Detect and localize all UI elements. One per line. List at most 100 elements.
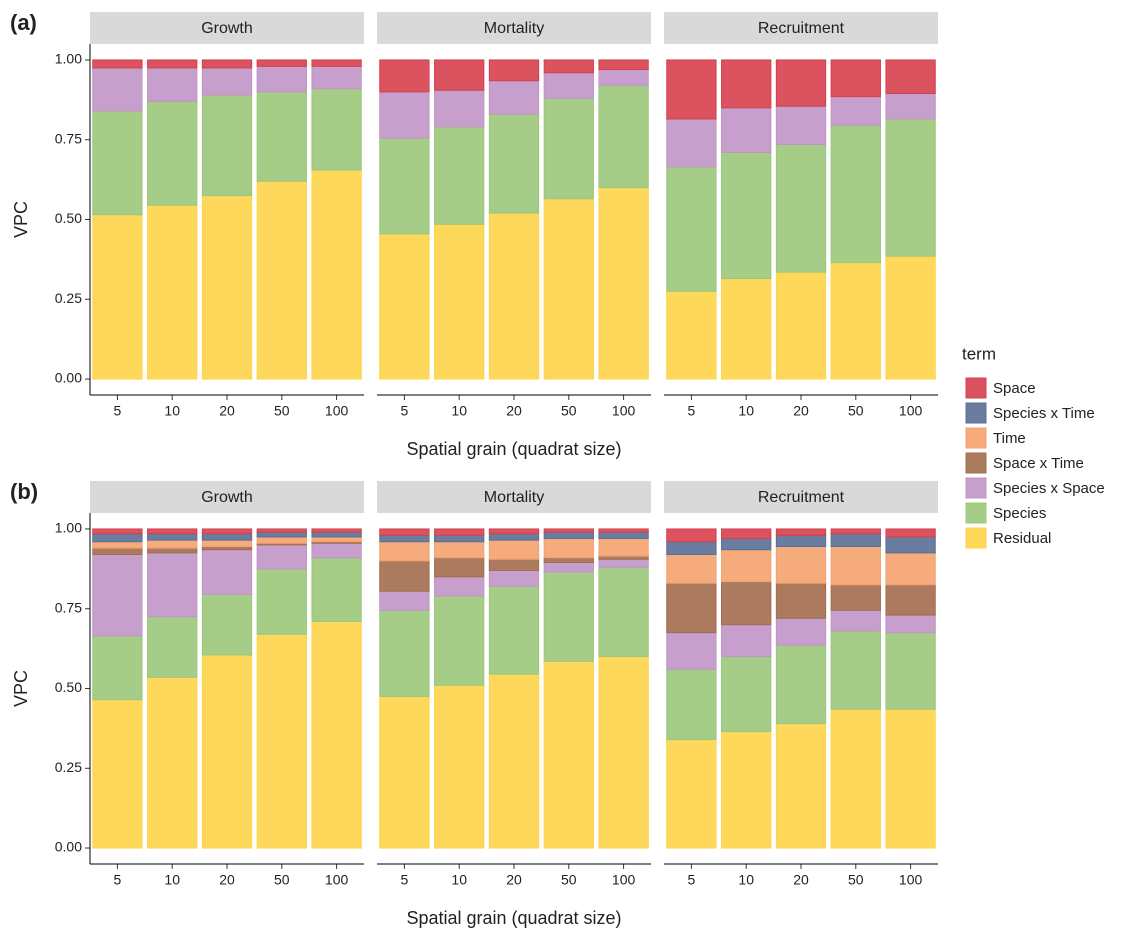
y-axis-title: VPC	[11, 201, 31, 238]
bar-segment	[488, 113, 540, 214]
bar-segment	[201, 59, 253, 69]
x-tick-label: 50	[274, 403, 290, 419]
facet-strip	[90, 481, 364, 513]
bar-segment	[379, 59, 430, 93]
x-tick-label: 50	[848, 403, 864, 419]
bar-segment	[311, 542, 362, 559]
y-tick-label: 0.25	[55, 290, 82, 306]
bar-segment	[147, 533, 198, 541]
bar-segment	[311, 65, 362, 90]
bar-segment	[885, 528, 936, 538]
bar-segment	[885, 92, 936, 120]
bar-segment	[92, 553, 143, 637]
facet-title: Mortality	[484, 489, 544, 506]
bar-segment	[775, 59, 827, 107]
bar-segment	[543, 557, 594, 563]
bar-segment	[721, 151, 772, 280]
bar-segment	[92, 214, 143, 380]
bar-segment	[311, 88, 362, 171]
facet-title: Mortality	[484, 20, 544, 37]
bar-segment	[885, 59, 936, 94]
bar-segment	[885, 118, 936, 257]
x-tick-label: 100	[612, 872, 636, 888]
facet-title: Growth	[201, 489, 253, 506]
x-tick-label: 10	[164, 872, 180, 888]
legend-title: term	[962, 344, 996, 363]
bar-segment	[830, 546, 881, 586]
x-axis-title: Spatial grain (quadrat size)	[406, 439, 621, 459]
bar-segment	[721, 538, 772, 551]
y-tick-label: 0.00	[55, 839, 82, 855]
y-tick-label: 1.00	[55, 51, 82, 67]
bar-segment	[830, 708, 881, 849]
x-tick-label: 50	[848, 872, 864, 888]
bar-segment	[775, 271, 827, 380]
bar-segment	[666, 541, 717, 555]
bar-segment	[598, 538, 649, 557]
bar-segment	[379, 137, 430, 235]
facet-title: Recruitment	[758, 489, 845, 506]
legend-label: Residual	[993, 530, 1051, 547]
y-tick-label: 0.25	[55, 759, 82, 775]
bar-segment	[92, 635, 143, 701]
bar-segment	[147, 204, 198, 380]
bar-segment	[434, 684, 485, 849]
panel-label: (a)	[10, 10, 37, 35]
bar-segment	[92, 528, 143, 535]
bar-segment	[379, 534, 430, 543]
bar-segment	[488, 539, 540, 560]
bar-segment	[666, 118, 717, 168]
bar-segment	[830, 124, 881, 264]
bar-segment	[885, 536, 936, 554]
bar-segment	[379, 590, 430, 611]
bar-segment	[201, 528, 253, 535]
bar-segment	[92, 547, 143, 555]
x-tick-label: 5	[114, 403, 122, 419]
legend-key	[965, 502, 987, 524]
legend-label: Space	[993, 380, 1036, 397]
bar-segment	[434, 595, 485, 686]
bar-segment	[92, 59, 143, 69]
legend-label: Species x Time	[993, 405, 1095, 422]
bar-segment	[201, 533, 253, 541]
bar-segment	[721, 107, 772, 153]
legend-label: Species	[993, 505, 1046, 522]
bar-segment	[379, 609, 430, 697]
bar-segment	[666, 59, 717, 120]
x-tick-label: 5	[688, 403, 696, 419]
bar-segment	[543, 198, 594, 380]
bar-segment	[311, 620, 362, 849]
bar-segment	[379, 541, 430, 562]
x-tick-label: 20	[506, 403, 522, 419]
bar-segment	[201, 549, 253, 595]
bar-segment	[147, 59, 198, 69]
bar-segment	[775, 528, 827, 536]
bar-segment	[201, 67, 253, 96]
bar-segment	[201, 195, 253, 380]
x-tick-label: 100	[612, 403, 636, 419]
legend-key	[965, 402, 987, 424]
bar-segment	[543, 571, 594, 662]
bar-segment	[434, 528, 485, 536]
bar-segment	[488, 533, 540, 541]
bar-segment	[830, 262, 881, 380]
facet-title: Growth	[201, 20, 253, 37]
bar-segment	[434, 541, 485, 559]
bar-segment	[256, 91, 307, 182]
bar-segment	[885, 552, 936, 586]
x-tick-label: 50	[561, 872, 577, 888]
bar-segment	[666, 528, 717, 543]
x-tick-label: 10	[164, 403, 180, 419]
bar-segment	[721, 528, 772, 540]
bar-segment	[147, 616, 198, 678]
bar-segment	[201, 593, 253, 656]
y-tick-label: 0.75	[55, 130, 82, 146]
bar-segment	[598, 566, 649, 658]
bar-segment	[488, 212, 540, 380]
y-tick-label: 1.00	[55, 520, 82, 536]
x-tick-label: 100	[899, 403, 923, 419]
bar-segment	[885, 614, 936, 634]
x-tick-label: 5	[114, 872, 122, 888]
bar-segment	[543, 528, 594, 533]
